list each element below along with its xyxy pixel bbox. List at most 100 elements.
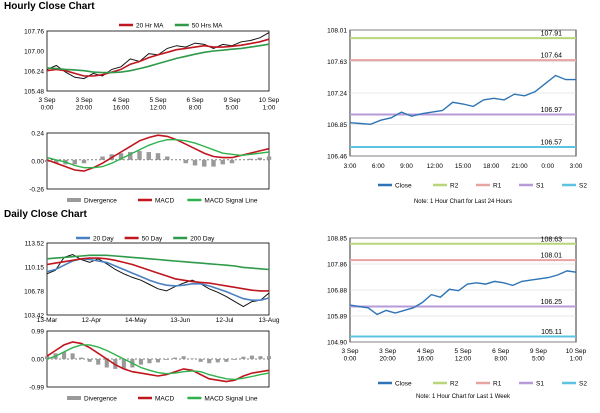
hourly_close-series-close (349, 74, 576, 126)
daily_close-x-tick: 6 Sep 8:00 (492, 348, 509, 363)
daily_macd-divergence-bar (104, 359, 109, 368)
hourly_close-x-tick: 18:00 (483, 163, 500, 170)
hourly_close-x-tick: 9:00 (400, 163, 413, 170)
hourly_macd-divergence-bar (183, 159, 188, 164)
hourly_price-y-tick: 107.76 (24, 29, 44, 36)
daily_close-level-label-r2: 108.63 (541, 236, 563, 243)
hourly_macd-divergence-bar (248, 158, 253, 160)
daily_close-x-tick: 9 Sep 5:00 (530, 348, 547, 363)
hourly_close-x-tick: 15:00 (455, 163, 472, 170)
hourly_macd-divergence-bar (155, 153, 161, 160)
hourly_close-legend-0: Close (395, 183, 412, 190)
daily_close-y-tick: 108.85 (327, 236, 347, 243)
daily_macd-divergence-bar (96, 359, 101, 365)
hourly_close-level-label-s1: 106.97 (541, 107, 563, 114)
daily_macd-divergence-bar (198, 359, 203, 362)
hourly_macd-y-tick: 0.00 (31, 159, 44, 166)
daily_macd-y-tick: -0.99 (29, 385, 44, 392)
hourly-section-title: Hourly Close Chart (4, 1, 95, 12)
hourly_price-x-tick: 5 Sep 12:00 (150, 97, 167, 112)
daily_close-level-label-s2: 105.11 (541, 329, 562, 336)
hourly_macd-divergence-bar (146, 152, 151, 160)
daily_macd-divergence-bar (215, 359, 220, 363)
daily_close-x-tick: 5 Sep 12:00 (455, 348, 472, 363)
hourly_price-x-tick: 3 Sep 20:00 (76, 97, 93, 112)
daily_macd-divergence-bar (190, 358, 195, 359)
hourly_macd-divergence-bar (229, 159, 235, 164)
daily_price-series-price (46, 253, 270, 308)
hourly_close-note: Note: 1 Hour Chart for Last 24 Hours (414, 199, 512, 205)
daily_close-y-tick: 105.89 (327, 314, 347, 321)
daily_macd-divergence-bar (147, 359, 152, 364)
daily_macd-divergence-bar (62, 351, 67, 359)
hourly_close-legend-3: S1 (536, 183, 544, 190)
daily_close-legend-0: Close (395, 381, 412, 388)
daily_price-x-tick: 12-Jul (216, 317, 234, 324)
daily_price-legend-0: 20 Day (93, 236, 114, 243)
daily_macd-divergence-bar (173, 357, 178, 359)
daily_close-level-label-s1: 106.25 (541, 299, 563, 306)
hourly_close-legend-2: R1 (493, 183, 502, 190)
daily_macd-divergence-bar (181, 356, 186, 359)
hourly_macd-divergence-bar (54, 159, 59, 164)
daily_macd-y-tick: 0.99 (31, 329, 44, 336)
daily_close-legend-4: S2 (579, 381, 587, 388)
hourly_macd-divergence-bar (202, 159, 207, 167)
hourly_close-y-tick: 106.46 (327, 154, 347, 161)
hourly_close-y-tick: 108.01 (327, 28, 347, 35)
daily_close-y-tick: 107.86 (327, 262, 347, 269)
hourly_macd-legend-0-swatch (67, 198, 81, 202)
daily_macd-legend-0-swatch (67, 396, 81, 400)
hourly_close-x-tick: 12:00 (427, 163, 444, 170)
hourly_close-x-tick: 3:00 (344, 163, 357, 170)
daily_close-y-tick: 104.90 (327, 340, 347, 347)
hourly_macd-divergence-bar (266, 156, 272, 160)
hourly_close-level-label-r1: 107.64 (541, 53, 563, 60)
hourly_macd-series-macd (46, 134, 270, 172)
hourly_price-legend-0: 20 Hr MA (136, 23, 164, 30)
daily_close-series-close (349, 270, 577, 316)
daily_price-y-tick: 110.15 (25, 265, 45, 272)
daily_macd-divergence-bar (207, 359, 212, 364)
hourly_price-legend-1: 50 Hrs MA (192, 23, 223, 30)
hourly_macd-y-tick: 0.24 (31, 131, 44, 138)
daily_price-x-tick: 13-Aug (259, 317, 280, 324)
hourly_close-y-tick: 107.63 (327, 59, 347, 66)
hourly_price-series-50-hrs-ma (46, 43, 270, 74)
hourly_macd-divergence-bar (137, 150, 142, 160)
daily_price-x-tick: 13-Jun (170, 317, 190, 324)
hourly_macd-divergence-bar (100, 156, 105, 160)
hourly_close-y-tick: 107.24 (327, 91, 347, 98)
hourly_macd-legend-0: Divergence (84, 198, 117, 205)
hourly_price-y-tick: 106.24 (24, 69, 44, 76)
hourly_close-level-label-s2: 106.57 (541, 140, 563, 147)
daily_close-x-tick: 3 Sep 20:00 (379, 348, 396, 363)
daily_macd-divergence-bar (266, 356, 272, 359)
daily_price-x-tick: 12-Apr (82, 317, 102, 324)
daily_price-x-tick: 14-May (125, 317, 147, 324)
hourly_price-x-tick: 4 Sep 16:00 (113, 97, 130, 112)
hourly_price-x-tick: 10 Sep 1:00 (259, 97, 280, 112)
daily_price-x-tick: 13-Mar (37, 317, 58, 324)
daily_macd-divergence-bar (258, 356, 263, 359)
daily_close-note: Note: 1 Hour Chart for Last 1 Week (416, 394, 511, 400)
hourly_macd-legend-2: MACD Signal Line (204, 198, 257, 205)
daily_close-x-tick: 3 Sep 0:00 (342, 348, 359, 363)
hourly_close-x-tick: 3:00 (570, 163, 583, 170)
hourly_price-x-tick: 6 Sep 8:00 (187, 97, 204, 112)
daily_price-frame (46, 242, 270, 316)
daily_close-legend-1: R2 (450, 381, 459, 388)
daily_macd-series-signal (46, 344, 270, 381)
daily_macd-divergence-bar (249, 355, 254, 359)
hourly_macd-divergence-bar (192, 159, 198, 166)
hourly_close-x-tick: 0:00 (541, 163, 554, 170)
daily_price-series-200-day (46, 254, 270, 271)
daily_close-x-tick: 4 Sep 16:00 (417, 348, 434, 363)
daily_macd-legend-1: MACD (155, 396, 174, 403)
daily_close-level-label-r1: 108.01 (541, 253, 563, 260)
daily_price-legend-1: 50 Day (142, 236, 163, 243)
hourly_close-level-label-r2: 107.91 (541, 31, 563, 38)
hourly_close-x-tick: 21:00 (511, 163, 528, 170)
daily_macd-legend-2: MACD Signal Line (204, 396, 257, 403)
